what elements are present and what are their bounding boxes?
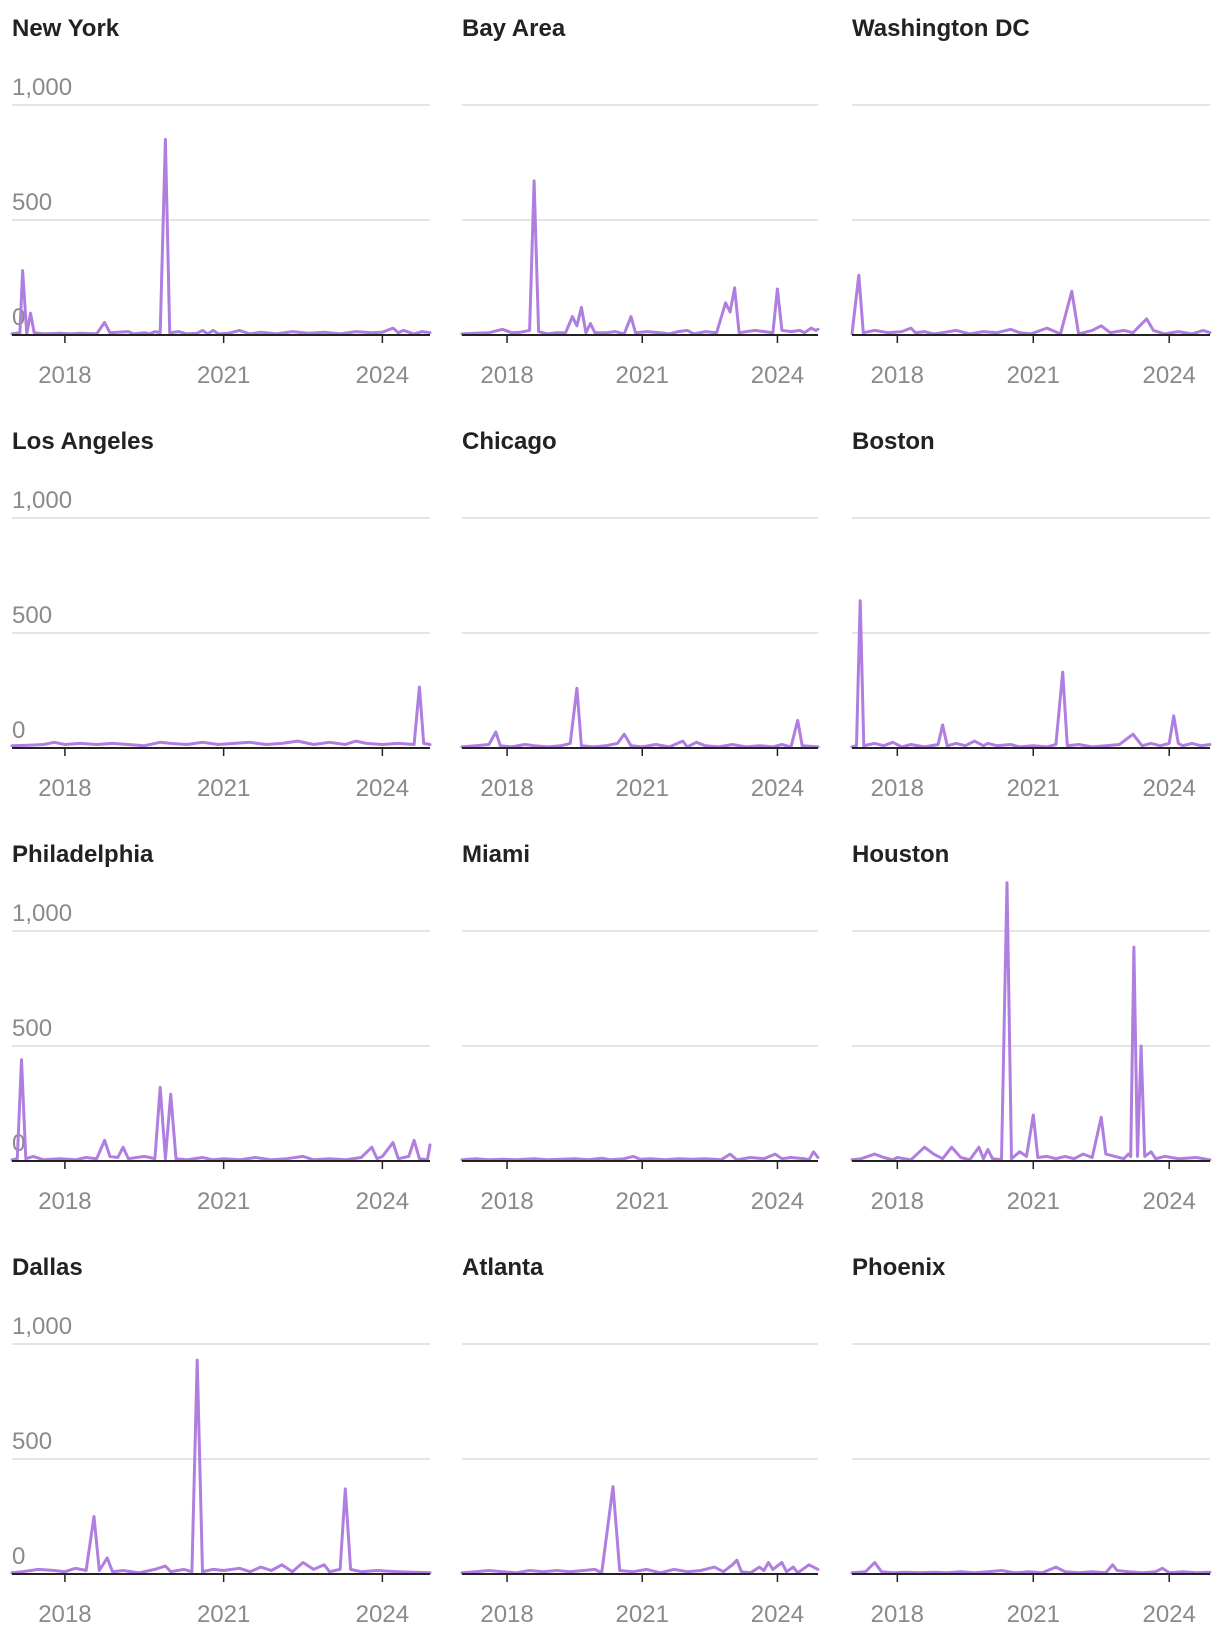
x-tick-label: 2021 — [197, 775, 250, 802]
x-tick-label: 2018 — [38, 362, 91, 389]
panel-title: Dallas — [12, 1254, 83, 1281]
panel-title: Chicago — [462, 428, 557, 455]
x-tick-label: 2024 — [356, 1601, 409, 1628]
x-tick-label: 2018 — [38, 1188, 91, 1215]
panel-miami: Miami 2018 2021 2024 — [460, 841, 820, 1215]
panel-title: Boston — [852, 428, 935, 455]
series-line — [850, 273, 1212, 336]
x-tick-label: 2024 — [751, 775, 804, 802]
x-tick-label: 2021 — [1007, 362, 1060, 389]
series-line — [850, 1561, 1212, 1575]
panel-houston: Houston 2018 2021 2024 — [850, 841, 1212, 1215]
panel-title: Philadelphia — [12, 841, 154, 868]
panel-title: New York — [12, 15, 120, 42]
y-tick-label: 500 — [12, 189, 52, 216]
y-tick-label: 0 — [12, 1543, 25, 1570]
panel-title: Los Angeles — [12, 428, 154, 455]
x-tick-label: 2021 — [616, 1601, 669, 1628]
panel-washington-dc: Washington DC 2018 2021 2024 — [850, 15, 1212, 389]
panel-title: Houston — [852, 841, 949, 868]
panel-atlanta: Atlanta 2018 2021 2024 — [460, 1254, 820, 1628]
y-tick-label: 500 — [12, 602, 52, 629]
x-tick-label: 2024 — [1143, 775, 1196, 802]
x-tick-label: 2018 — [871, 775, 924, 802]
panel-phoenix: Phoenix 2018 2021 2024 — [850, 1254, 1212, 1628]
x-tick-label: 2021 — [616, 775, 669, 802]
series-line — [850, 881, 1212, 1162]
x-tick-label: 2018 — [480, 1188, 533, 1215]
panel-los-angeles: Los Angeles 0 500 1,000 2018 2021 2024 — [10, 428, 432, 802]
x-tick-label: 2018 — [871, 1188, 924, 1215]
x-tick-label: 2018 — [871, 1601, 924, 1628]
x-tick-label: 2021 — [197, 1601, 250, 1628]
series-line — [850, 599, 1212, 749]
x-tick-label: 2018 — [38, 775, 91, 802]
x-tick-label: 2024 — [1143, 1188, 1196, 1215]
y-tick-label: 1,000 — [12, 1313, 72, 1340]
y-tick-label: 500 — [12, 1428, 52, 1455]
series-line — [10, 138, 432, 336]
x-tick-label: 2024 — [356, 362, 409, 389]
series-line — [10, 685, 432, 748]
x-tick-label: 2024 — [356, 775, 409, 802]
y-tick-label: 1,000 — [12, 487, 72, 514]
panel-bay-area: Bay Area 2018 2021 2024 — [460, 15, 820, 389]
x-tick-label: 2024 — [1143, 362, 1196, 389]
series-line — [460, 179, 820, 336]
panel-boston: Boston 2018 2021 2024 — [850, 428, 1212, 802]
x-tick-label: 2024 — [751, 362, 804, 389]
panel-title: Phoenix — [852, 1254, 946, 1281]
x-tick-label: 2024 — [751, 1188, 804, 1215]
x-tick-label: 2018 — [38, 1601, 91, 1628]
y-tick-label: 0 — [12, 717, 25, 744]
x-tick-label: 2021 — [197, 362, 250, 389]
series-line — [460, 1150, 820, 1162]
x-tick-label: 2018 — [480, 362, 533, 389]
x-tick-label: 2021 — [616, 1188, 669, 1215]
x-tick-label: 2021 — [1007, 775, 1060, 802]
panel-title: Washington DC — [852, 15, 1030, 42]
panel-dallas: Dallas 0 500 1,000 2018 2021 2024 — [10, 1254, 432, 1628]
x-tick-label: 2024 — [1143, 1601, 1196, 1628]
panel-title: Atlanta — [462, 1254, 544, 1281]
y-tick-label: 1,000 — [12, 74, 72, 101]
x-tick-label: 2021 — [1007, 1188, 1060, 1215]
x-tick-label: 2024 — [356, 1188, 409, 1215]
panel-title: Bay Area — [462, 15, 566, 42]
y-tick-label: 1,000 — [12, 900, 72, 927]
x-tick-label: 2018 — [871, 362, 924, 389]
series-line — [460, 686, 820, 749]
x-tick-label: 2018 — [480, 1601, 533, 1628]
y-tick-label: 500 — [12, 1015, 52, 1042]
series-line — [460, 1485, 820, 1575]
x-tick-label: 2021 — [1007, 1601, 1060, 1628]
panel-title: Miami — [462, 841, 530, 868]
panel-chicago: Chicago 2018 2021 2024 — [460, 428, 820, 802]
x-tick-label: 2024 — [751, 1601, 804, 1628]
x-tick-label: 2018 — [480, 775, 533, 802]
x-tick-label: 2021 — [616, 362, 669, 389]
series-line — [10, 1358, 432, 1575]
x-tick-label: 2021 — [197, 1188, 250, 1215]
series-line — [10, 1058, 432, 1162]
